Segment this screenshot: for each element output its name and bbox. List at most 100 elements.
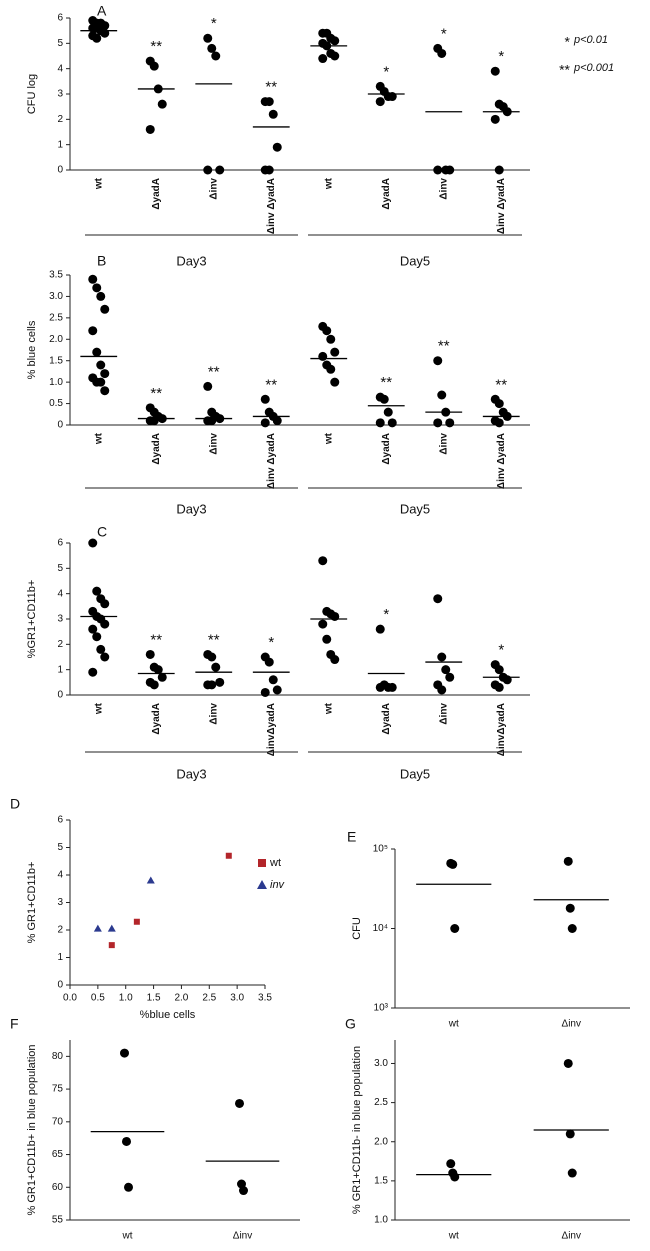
y-tick-label: 3: [57, 897, 63, 908]
y-tick-label: 10⁴: [373, 923, 388, 934]
data-point: [157, 99, 167, 109]
significance: *: [268, 634, 274, 651]
y-tick-label: 70: [52, 1116, 64, 1127]
data-point: [100, 652, 110, 662]
significance: **: [208, 363, 220, 380]
significance: *: [498, 642, 504, 659]
x-tick-label: wt: [93, 177, 104, 190]
y-axis-label: CFU log: [26, 74, 38, 114]
data-point: [207, 43, 217, 53]
data-point: [563, 1058, 573, 1068]
legend-label: p<0.001: [573, 62, 614, 74]
data-point: [203, 381, 213, 391]
significance: **: [265, 79, 277, 96]
data-point: [203, 33, 213, 43]
data-point: [330, 36, 340, 46]
data-point: [318, 54, 328, 64]
data-point: [375, 624, 385, 634]
data-point: [92, 33, 102, 43]
x-tick-label: 2.5: [202, 993, 216, 1004]
data-point: [375, 97, 385, 107]
y-tick-label: 5: [57, 563, 63, 574]
data-point: [437, 48, 447, 58]
data-point: [494, 399, 504, 409]
y-tick-label: 2.0: [49, 334, 63, 345]
data-point: [264, 165, 274, 175]
data-point: [225, 852, 232, 859]
data-point: [318, 556, 328, 566]
data-point: [494, 418, 504, 428]
x-tick-label: ΔyadA: [151, 178, 162, 210]
data-point: [375, 418, 385, 428]
y-tick-label: 80: [52, 1051, 64, 1062]
significance: *: [383, 606, 389, 623]
y-tick-label: 0: [57, 980, 63, 991]
y-tick-label: 5: [57, 842, 63, 853]
y-tick-label: 10³: [374, 1003, 389, 1014]
x-tick-label: wt: [323, 702, 334, 715]
significance: **: [150, 38, 162, 55]
x-axis-label: %blue cells: [140, 1009, 196, 1021]
panel-letter: E: [347, 829, 356, 845]
data-point: [88, 624, 98, 634]
y-tick-label: 1.5: [374, 1176, 388, 1187]
data-point: [318, 351, 328, 361]
significance: *: [211, 15, 217, 32]
y-tick-label: 3.0: [374, 1058, 388, 1069]
y-tick-label: 0: [57, 165, 63, 176]
x-tick-label: ΔyadA: [151, 433, 162, 465]
data-point: [100, 369, 110, 379]
y-tick-label: 1: [57, 952, 63, 963]
group-label: Day3: [176, 766, 206, 781]
y-axis-label: CFU: [351, 917, 363, 940]
x-tick-label: Δinv ΔyadA: [266, 433, 277, 489]
x-tick-label: 3.5: [258, 993, 272, 1004]
data-point: [96, 377, 106, 387]
data-point: [330, 377, 340, 387]
x-tick-label: Δinv ΔyadA: [496, 433, 507, 489]
significance: **: [380, 374, 392, 391]
y-axis-label: % blue cells: [26, 320, 38, 379]
y-tick-label: 75: [52, 1084, 64, 1095]
data-point: [433, 418, 443, 428]
x-tick-label: ΔyadA: [381, 178, 392, 210]
y-tick-label: 1: [57, 664, 63, 675]
data-point: [375, 682, 385, 692]
data-point: [565, 1129, 575, 1139]
data-point: [88, 667, 98, 677]
panel-letter: B: [97, 253, 106, 269]
significance: **: [208, 631, 220, 648]
y-tick-label: 0.5: [49, 398, 63, 409]
y-tick-label: 3.5: [49, 270, 63, 281]
y-tick-label: 55: [52, 1215, 64, 1226]
data-point: [88, 274, 98, 284]
x-tick-label: Δinv: [208, 178, 219, 200]
data-point: [494, 165, 504, 175]
data-point: [100, 599, 110, 609]
data-point: [122, 1136, 131, 1146]
legend-label: p<0.01: [573, 34, 608, 46]
y-tick-label: 0: [57, 690, 63, 701]
data-point: [215, 165, 225, 175]
panel-letter: D: [10, 796, 20, 812]
legend-label: wt: [269, 857, 281, 869]
y-axis-label: % GR1+CD11b+ in blue population: [26, 1044, 38, 1215]
data-point: [96, 291, 106, 301]
x-tick-label: 1.5: [147, 993, 161, 1004]
legend-symbol: *: [565, 34, 571, 50]
data-point: [450, 1172, 460, 1182]
data-point: [96, 644, 106, 654]
group-label: Day3: [176, 501, 206, 516]
data-point: [145, 124, 155, 134]
group-label: Day5: [400, 253, 430, 268]
x-tick-label: Δinv: [208, 703, 219, 725]
y-tick-label: 60: [52, 1182, 64, 1193]
data-point: [379, 394, 389, 404]
data-point: [318, 619, 328, 629]
data-point: [207, 652, 217, 662]
y-tick-label: 3: [57, 614, 63, 625]
data-point: [107, 924, 116, 932]
significance: *: [498, 48, 504, 65]
data-point: [445, 418, 455, 428]
data-point: [441, 665, 451, 675]
